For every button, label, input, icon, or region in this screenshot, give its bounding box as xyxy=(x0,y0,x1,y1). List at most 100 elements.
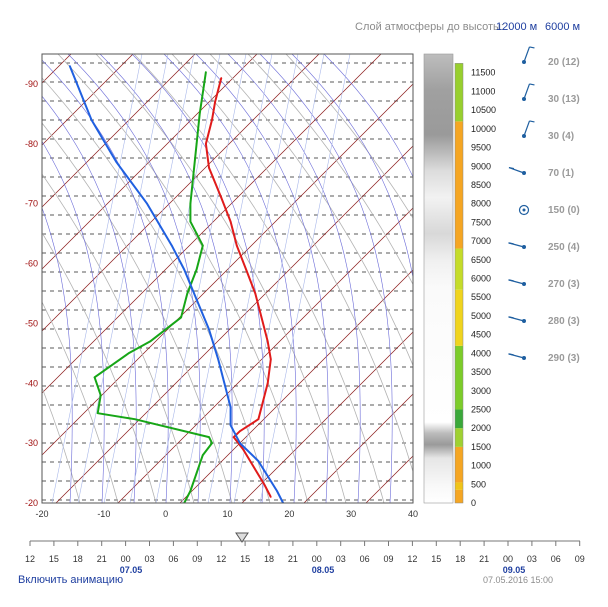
dewpoint-point xyxy=(189,220,192,223)
isotherm-line xyxy=(42,54,382,394)
temperature-point xyxy=(229,220,232,223)
moist-adiabat xyxy=(42,95,137,503)
height-tick-label: 8500 xyxy=(471,180,491,190)
dewpoint-point xyxy=(93,376,96,379)
x-tick-label: -10 xyxy=(97,509,110,519)
temperature-point xyxy=(220,196,223,199)
dewpoint-point xyxy=(192,172,195,175)
height-tick-label: 3500 xyxy=(471,367,491,377)
dewpoint-point xyxy=(198,113,201,115)
cloud-level-segment xyxy=(455,482,463,490)
dewpoint-point xyxy=(201,454,204,456)
height-tick-label: 500 xyxy=(471,479,486,489)
timeline-hour-label: 06 xyxy=(168,554,178,564)
layer-height-label: Слой атмосферы до высоты: xyxy=(355,21,504,33)
dewpoint-point xyxy=(208,436,210,438)
dewpoint-point xyxy=(180,316,182,319)
temperature-point xyxy=(245,268,247,271)
timeline-hour-label: 03 xyxy=(527,554,537,564)
dewpoint-line xyxy=(93,71,213,503)
height-6000-option[interactable]: 6000 м xyxy=(545,21,581,33)
wind-label: 280 (3) xyxy=(548,316,580,327)
moist-adiabat xyxy=(227,54,361,503)
timeline-handle[interactable] xyxy=(235,532,249,544)
temperature-point xyxy=(220,77,223,79)
wind-item: 280 (3) xyxy=(508,316,580,327)
height-tick-label: 1500 xyxy=(471,442,491,452)
dry-adiabat xyxy=(57,54,309,503)
timeline-hour-label: 15 xyxy=(49,554,59,564)
dewpoint-point xyxy=(189,202,192,205)
mixing-ratio-line xyxy=(51,54,143,503)
moist-adiabat xyxy=(99,54,233,503)
dewpoint-series xyxy=(93,71,213,503)
state_curve-point xyxy=(257,460,260,462)
mixing-ratio-line xyxy=(129,54,221,503)
height-tick-label: 4500 xyxy=(471,330,491,340)
temperature-series xyxy=(204,77,272,498)
enable-animation-link[interactable]: Включить анимацию xyxy=(18,574,124,586)
mixing-ratio-line xyxy=(103,54,195,503)
height-tick-label: 7000 xyxy=(471,236,491,246)
temperature-point xyxy=(254,292,257,295)
state_curve-point xyxy=(217,358,220,361)
temperature-point xyxy=(263,484,266,486)
wind-barb-feather xyxy=(508,242,514,245)
dewpoint-point xyxy=(195,143,198,145)
dewpoint-point xyxy=(99,394,102,397)
wind-label: 30 (4) xyxy=(548,131,574,142)
y-tick-label: -30 xyxy=(25,438,38,448)
cloud-level-segment xyxy=(455,345,463,410)
state_curve-point xyxy=(90,119,93,121)
dry-adiabat xyxy=(42,173,195,503)
wind-item: 150 (0) xyxy=(518,204,580,216)
wind-item: 30 (4) xyxy=(522,120,574,142)
timeline-hour-label: 06 xyxy=(360,554,370,564)
height-tick-label: 6500 xyxy=(471,255,491,265)
state_curve-series xyxy=(68,65,284,503)
temperature-point xyxy=(242,448,244,450)
height-tick-label: 1000 xyxy=(471,461,491,471)
temperature-point xyxy=(239,430,241,432)
isotherm-line xyxy=(42,54,258,270)
timeline-hour-label: 21 xyxy=(479,554,489,564)
plot-frame xyxy=(41,53,414,504)
y-tick-label: -50 xyxy=(25,318,38,328)
timestamp: 07.05.2016 15:00 xyxy=(483,575,554,585)
timeline-hour-label: 09 xyxy=(192,554,202,564)
mixing-ratio-line xyxy=(77,54,169,503)
timeline-hour-label: 09 xyxy=(575,554,585,564)
wind-barb-icon xyxy=(523,46,531,63)
dry-adiabat xyxy=(42,301,119,503)
moist-adiabat xyxy=(42,59,169,503)
state_curve-point xyxy=(69,65,71,67)
dewpoint-point xyxy=(186,292,189,295)
height-12000-option[interactable]: 12000 м xyxy=(496,21,538,33)
temperature-point xyxy=(205,143,207,145)
wind-barb-feather xyxy=(508,166,515,170)
moist-adiabat xyxy=(131,54,265,503)
dewpoint-point xyxy=(195,268,198,271)
mixing-ratio-line xyxy=(207,54,299,503)
height-tick-label: 5500 xyxy=(471,292,491,302)
dry-adiabat xyxy=(42,77,271,503)
temperature-point xyxy=(266,340,269,343)
timeline-hour-label: 21 xyxy=(97,554,107,564)
dewpoint-point xyxy=(96,412,99,415)
isotherm-line xyxy=(241,331,413,503)
moist-adiabat xyxy=(195,54,329,503)
dry-adiabat xyxy=(285,54,413,219)
wind-barb-feather xyxy=(508,316,514,319)
dewpoint-point xyxy=(205,71,207,73)
y-tick-label: -90 xyxy=(25,79,38,89)
state_curve-point xyxy=(208,328,210,331)
timeline-hour-label: 03 xyxy=(144,554,154,564)
dry-adiabat xyxy=(133,54,385,503)
timeline-date-label: 09.05 xyxy=(503,565,526,575)
state_curve-point xyxy=(183,268,186,271)
timeline-hour-label: 00 xyxy=(121,554,131,564)
moist-adiabat xyxy=(259,54,393,503)
dewpoint-point xyxy=(149,340,152,343)
cloud-level-segment xyxy=(455,248,463,290)
wind-calm-dot xyxy=(522,208,526,212)
